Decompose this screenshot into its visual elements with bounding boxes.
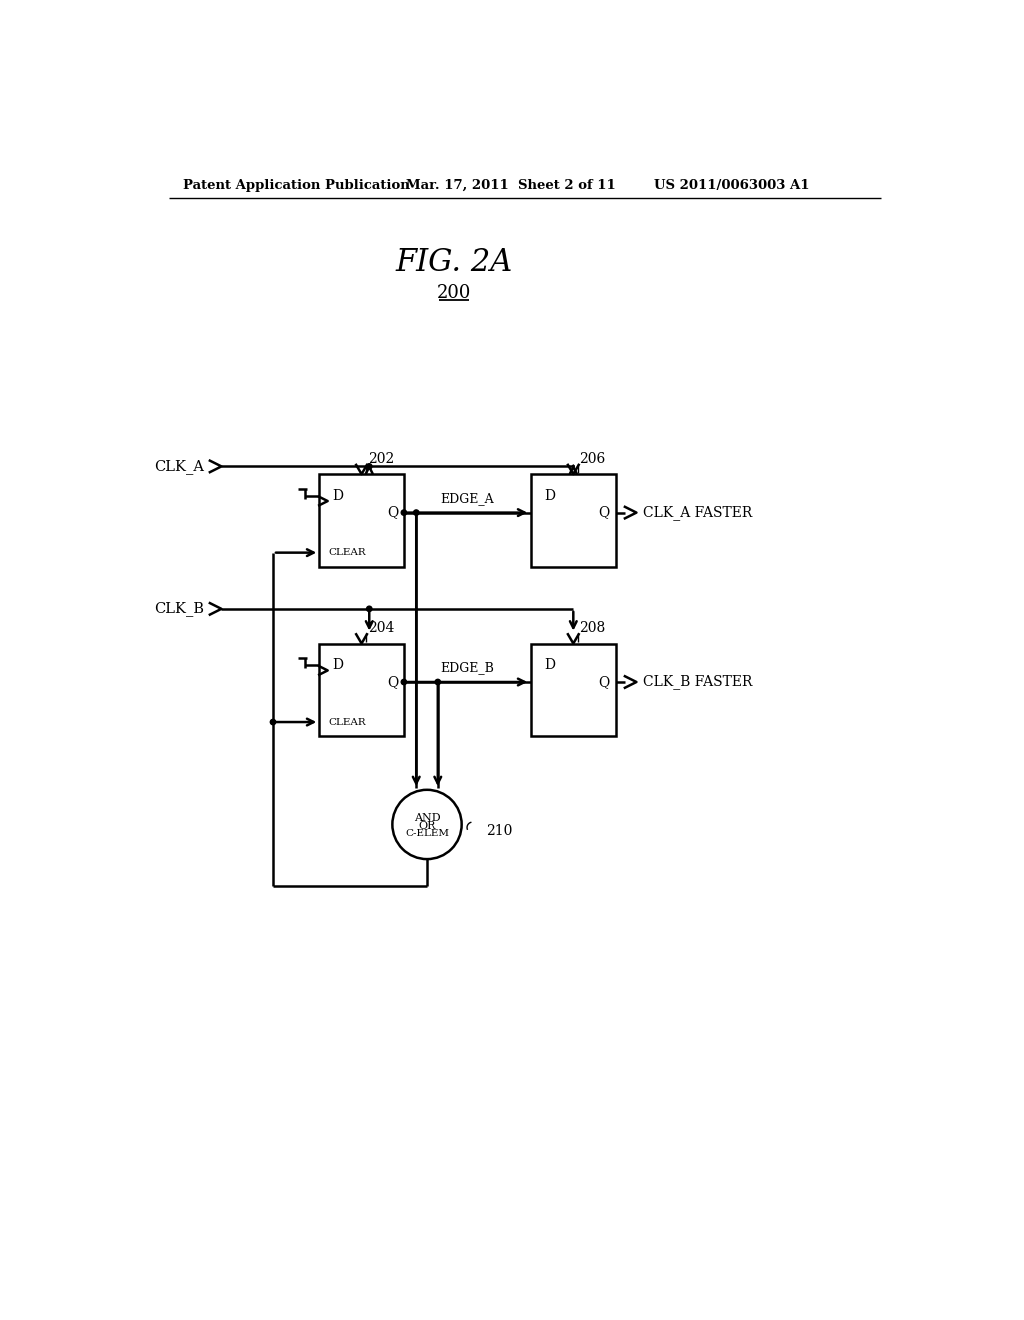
Circle shape: [392, 789, 462, 859]
Circle shape: [401, 510, 407, 515]
Text: EDGE_B: EDGE_B: [440, 661, 494, 675]
Text: 202: 202: [368, 451, 394, 466]
Text: Mar. 17, 2011  Sheet 2 of 11: Mar. 17, 2011 Sheet 2 of 11: [407, 178, 616, 191]
Text: Q: Q: [387, 506, 398, 520]
Text: CLK_A: CLK_A: [154, 459, 204, 474]
Bar: [319, 644, 403, 737]
Text: CLK_B FASTER: CLK_B FASTER: [643, 675, 752, 689]
Text: 210: 210: [486, 824, 513, 838]
Text: CLEAR: CLEAR: [329, 718, 366, 726]
Text: D: D: [333, 488, 343, 503]
Circle shape: [401, 680, 407, 685]
Circle shape: [367, 463, 372, 469]
Text: OR: OR: [419, 821, 435, 832]
Circle shape: [367, 606, 372, 611]
Text: CLK_B: CLK_B: [154, 602, 204, 616]
Bar: [531, 644, 615, 737]
Text: D: D: [544, 659, 555, 672]
Circle shape: [270, 719, 275, 725]
Text: Q: Q: [599, 506, 610, 520]
Text: Patent Application Publication: Patent Application Publication: [183, 178, 410, 191]
Text: Q: Q: [599, 675, 610, 689]
Text: 206: 206: [580, 451, 606, 466]
Text: EDGE_A: EDGE_A: [440, 492, 494, 506]
Text: D: D: [333, 659, 343, 672]
Bar: [319, 474, 403, 566]
Text: AND: AND: [414, 813, 440, 824]
Text: US 2011/0063003 A1: US 2011/0063003 A1: [654, 178, 810, 191]
Circle shape: [414, 510, 419, 515]
Text: 200: 200: [437, 284, 471, 302]
Circle shape: [435, 680, 440, 685]
Text: 204: 204: [368, 622, 394, 635]
Text: CLEAR: CLEAR: [329, 548, 366, 557]
Bar: [531, 474, 615, 566]
Text: C-ELEM: C-ELEM: [406, 829, 449, 838]
Text: FIG. 2A: FIG. 2A: [395, 247, 513, 277]
Text: 208: 208: [580, 622, 606, 635]
Text: CLK_A FASTER: CLK_A FASTER: [643, 506, 752, 520]
Text: D: D: [544, 488, 555, 503]
Text: Q: Q: [387, 675, 398, 689]
